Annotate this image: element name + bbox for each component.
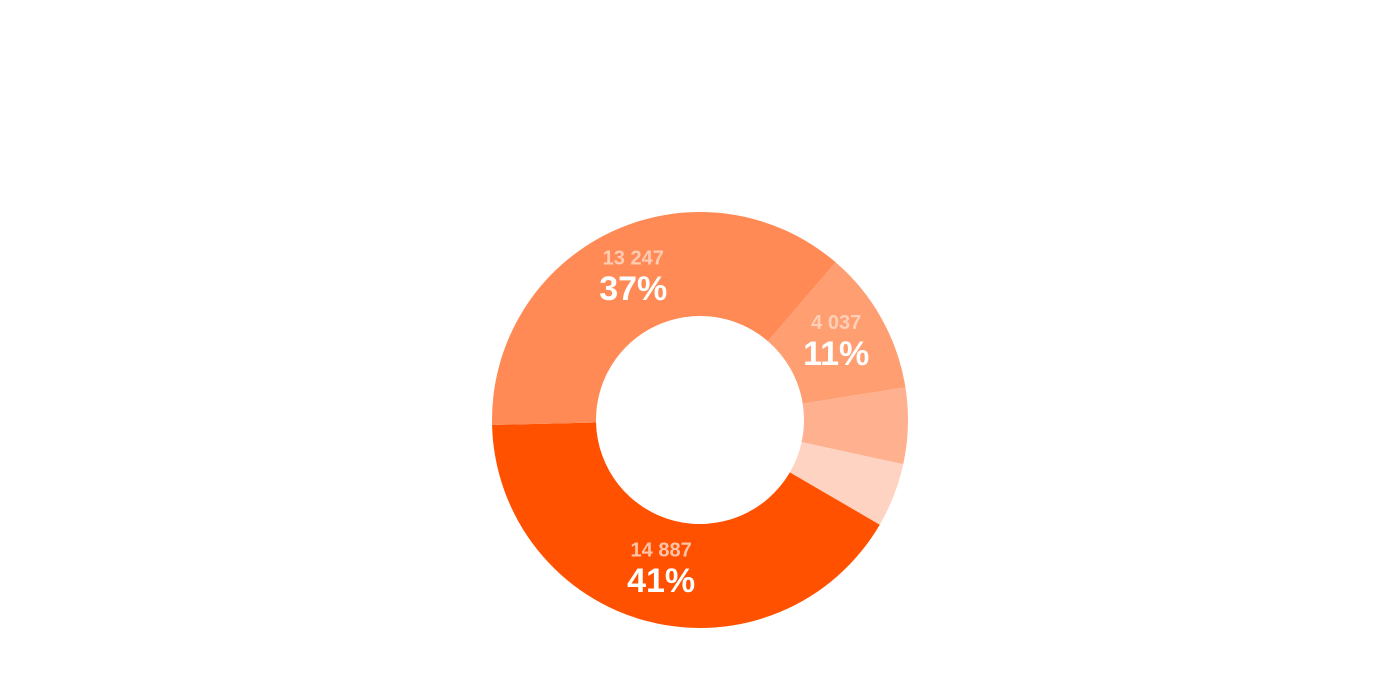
- slice: [767, 262, 906, 404]
- slice: [492, 211, 836, 425]
- slice: [789, 442, 904, 525]
- percent-label: 41%: [627, 562, 695, 600]
- value-label: 13 247: [603, 247, 664, 269]
- value-label: 4 037: [811, 312, 861, 334]
- slice: [801, 387, 908, 465]
- percent-label: 37%: [599, 270, 667, 308]
- value-label: 14 887: [631, 539, 692, 561]
- slice: [492, 422, 880, 628]
- percent-label: 11%: [803, 335, 869, 373]
